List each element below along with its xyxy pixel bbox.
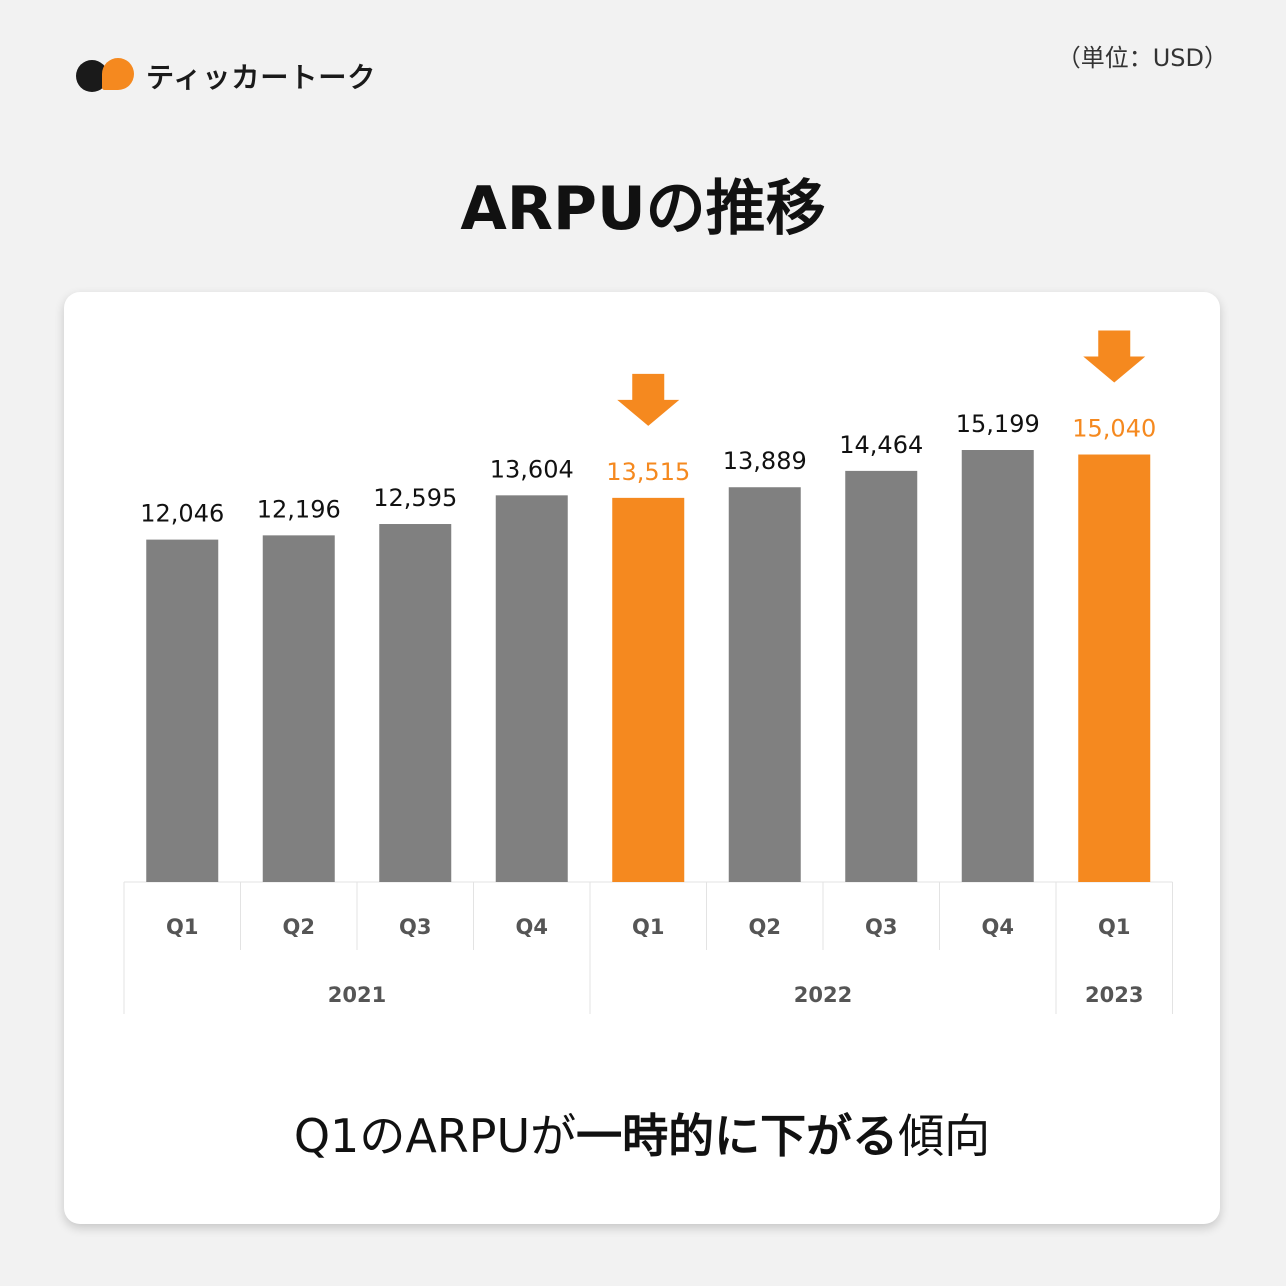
value-label: 13,604 bbox=[490, 455, 574, 483]
value-label: 12,046 bbox=[140, 500, 224, 528]
bar bbox=[728, 487, 801, 882]
caption-part1: Q1のARPUが bbox=[293, 1109, 577, 1163]
tick-label: Q1 bbox=[166, 915, 198, 939]
value-label: 15,199 bbox=[956, 410, 1040, 438]
bar bbox=[379, 524, 452, 882]
bar bbox=[1078, 454, 1151, 882]
brand-logo: ティッカートーク bbox=[74, 56, 376, 96]
chart-title: ARPUの推移 bbox=[460, 174, 826, 244]
unit-label: （単位：USD） bbox=[1056, 44, 1228, 72]
value-label: 15,040 bbox=[1072, 415, 1156, 443]
bar bbox=[961, 450, 1034, 882]
down-arrow-icon bbox=[1083, 330, 1146, 383]
tick-label: Q2 bbox=[749, 915, 781, 939]
bar bbox=[146, 539, 219, 882]
tick-label: Q4 bbox=[982, 915, 1014, 939]
caption-part3: 傾向 bbox=[898, 1109, 991, 1163]
tick-label: Q2 bbox=[283, 915, 315, 939]
down-arrow-icon bbox=[617, 373, 680, 426]
bar bbox=[845, 470, 918, 882]
tick-label: Q3 bbox=[865, 915, 897, 939]
bar-chart: 12,046 Q1 12,196 Q2 12,595 Q3 13,604 Q4 13,515 Q1… bbox=[123, 330, 1173, 1014]
tick-label: Q1 bbox=[1098, 915, 1130, 939]
group-label: 2021 bbox=[328, 983, 386, 1007]
caption-part2: 一時的に下がる bbox=[576, 1109, 899, 1163]
value-label: 14,464 bbox=[839, 431, 923, 459]
caption: Q1のARPUが一時的に下がる傾向 bbox=[64, 1100, 1220, 1166]
value-label: 13,515 bbox=[606, 458, 690, 486]
value-label: 13,889 bbox=[723, 447, 807, 475]
group-label: 2022 bbox=[794, 983, 852, 1007]
tick-label: Q1 bbox=[632, 915, 664, 939]
bar bbox=[262, 535, 335, 882]
tick-label: Q4 bbox=[516, 915, 548, 939]
brand-name: ティッカートーク bbox=[146, 61, 377, 94]
bar bbox=[612, 497, 685, 882]
value-label: 12,595 bbox=[373, 484, 457, 512]
value-label: 12,196 bbox=[257, 495, 341, 523]
chart-card: 12,046 Q1 12,196 Q2 12,595 Q3 13,604 Q4 13,515 Q1… bbox=[64, 292, 1220, 1224]
logo-mark-icon bbox=[74, 56, 136, 96]
tick-label: Q3 bbox=[399, 915, 431, 939]
bar bbox=[495, 495, 568, 882]
group-label: 2023 bbox=[1085, 983, 1143, 1007]
